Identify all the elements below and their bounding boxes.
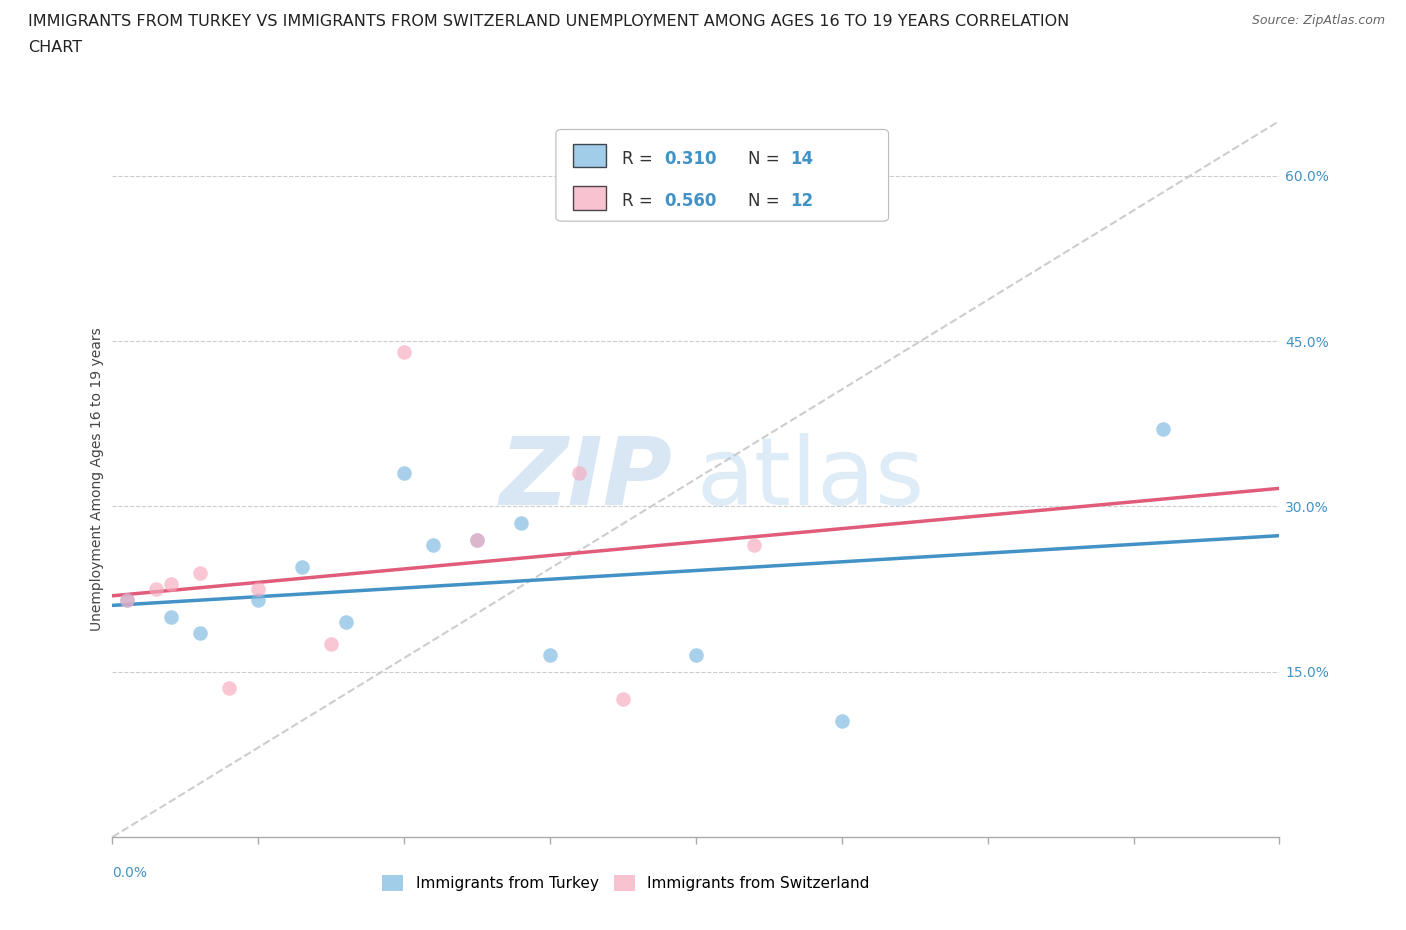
- Point: [218, 681, 240, 696]
- Text: CHART: CHART: [28, 40, 82, 55]
- FancyBboxPatch shape: [574, 187, 606, 210]
- Point: [321, 637, 343, 652]
- Point: [509, 515, 531, 530]
- Point: [188, 565, 211, 580]
- Text: 0.0%: 0.0%: [112, 866, 148, 880]
- Point: [160, 609, 183, 624]
- Point: [465, 532, 488, 547]
- Point: [115, 592, 138, 607]
- Legend: Immigrants from Turkey, Immigrants from Switzerland: Immigrants from Turkey, Immigrants from …: [375, 870, 876, 897]
- Text: 14: 14: [790, 150, 814, 168]
- Point: [115, 592, 138, 607]
- Text: Source: ZipAtlas.com: Source: ZipAtlas.com: [1251, 14, 1385, 27]
- Point: [612, 692, 634, 707]
- Point: [465, 532, 488, 547]
- Point: [568, 466, 591, 481]
- Point: [422, 538, 444, 552]
- Point: [831, 714, 853, 729]
- Point: [1152, 422, 1174, 437]
- Text: 0.310: 0.310: [665, 150, 717, 168]
- Text: 12: 12: [790, 193, 814, 210]
- Text: ZIP: ZIP: [499, 433, 672, 525]
- Text: R =: R =: [623, 150, 658, 168]
- Text: N =: N =: [748, 150, 786, 168]
- Point: [742, 538, 765, 552]
- Text: atlas: atlas: [696, 433, 924, 525]
- Point: [247, 592, 270, 607]
- FancyBboxPatch shape: [574, 144, 606, 167]
- Point: [188, 626, 211, 641]
- Point: [160, 577, 183, 591]
- Text: N =: N =: [748, 193, 786, 210]
- Point: [392, 345, 416, 360]
- Text: IMMIGRANTS FROM TURKEY VS IMMIGRANTS FROM SWITZERLAND UNEMPLOYMENT AMONG AGES 16: IMMIGRANTS FROM TURKEY VS IMMIGRANTS FRO…: [28, 14, 1070, 29]
- Text: R =: R =: [623, 193, 658, 210]
- Point: [247, 581, 270, 596]
- Point: [291, 560, 314, 575]
- Point: [392, 466, 416, 481]
- Point: [145, 581, 167, 596]
- Point: [335, 615, 357, 630]
- Point: [538, 648, 561, 663]
- Text: 0.560: 0.560: [665, 193, 717, 210]
- Point: [685, 648, 707, 663]
- Y-axis label: Unemployment Among Ages 16 to 19 years: Unemployment Among Ages 16 to 19 years: [90, 327, 104, 631]
- FancyBboxPatch shape: [555, 129, 889, 221]
